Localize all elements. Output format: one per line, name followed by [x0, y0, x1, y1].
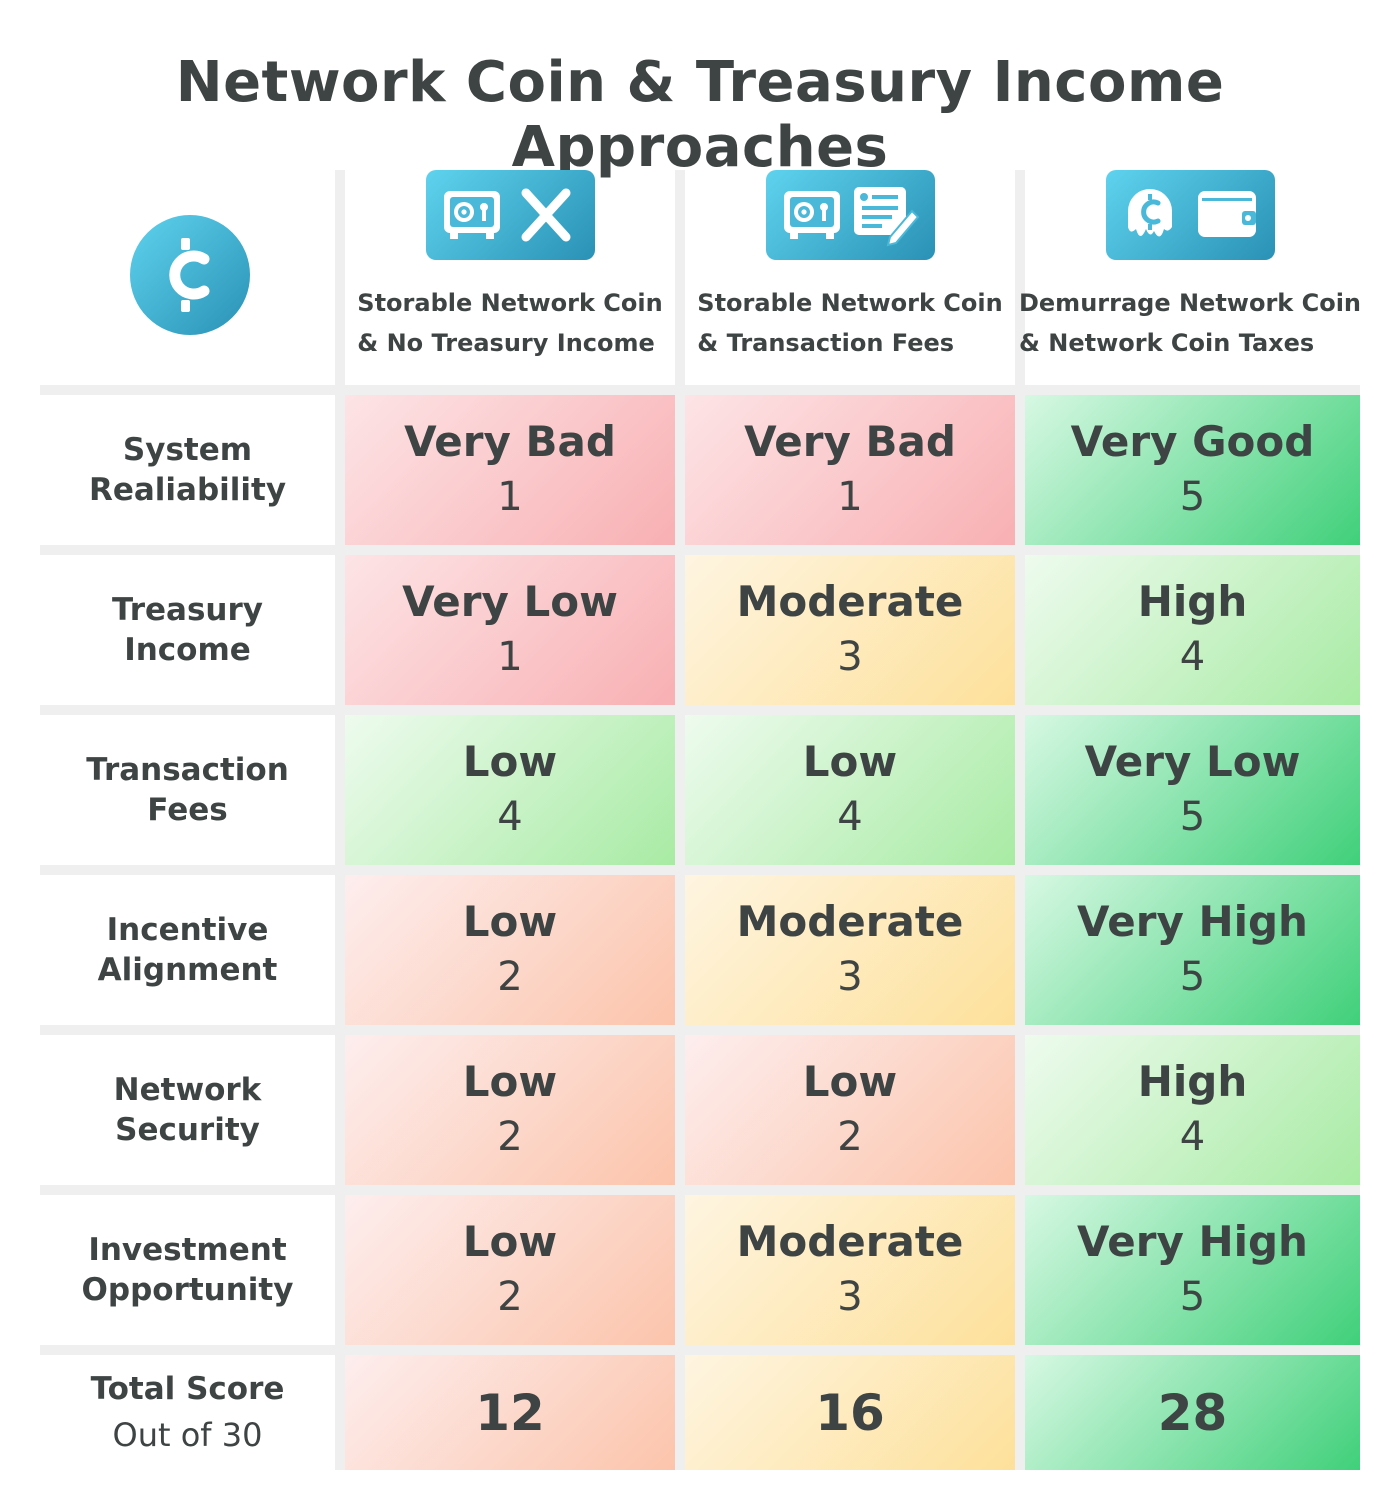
table-cell: High 4	[1025, 1035, 1360, 1185]
row-divider	[40, 1025, 1360, 1035]
table-cell: Low 2	[345, 875, 675, 1025]
column-header-storable-no-income: Storable Network Coin & No Treasury Inco…	[345, 170, 675, 385]
row-divider	[40, 385, 1360, 395]
table-cell: Very Bad 1	[345, 395, 675, 545]
column-header-label: Storable Network Coin & No Treasury Inco…	[357, 289, 663, 357]
row-divider	[40, 545, 1360, 555]
table-cell: Low 4	[685, 715, 1015, 865]
row-label-network-security: Network Security	[113, 1071, 262, 1148]
row-divider	[40, 1185, 1360, 1195]
row-label-system-reliability: System Realiability	[88, 431, 287, 508]
table-cell: Very Low 5	[1025, 715, 1360, 865]
total-score-cell: 12	[345, 1355, 675, 1470]
table-cell: High 4	[1025, 555, 1360, 705]
column-header-label: Demurrage Network Coin & Network Coin Ta…	[1018, 289, 1362, 357]
table-cell: Low 4	[345, 715, 675, 865]
row-label-investment-opportunity: Investment Opportunity	[81, 1231, 294, 1308]
total-score-cell: 28	[1025, 1355, 1360, 1470]
row-divider	[40, 1345, 1360, 1355]
row-divider	[40, 865, 1360, 875]
column-divider	[335, 170, 345, 1470]
table-cell: Moderate 3	[685, 875, 1015, 1025]
table-cell: Very High 5	[1025, 875, 1360, 1025]
column-divider	[675, 170, 685, 1470]
table-cell: Low 2	[685, 1035, 1015, 1185]
table-cell: Moderate 3	[685, 555, 1015, 705]
table-cell: Low 2	[345, 1195, 675, 1345]
table-cell: Very High 5	[1025, 1195, 1360, 1345]
table-cell: Very Good 5	[1025, 395, 1360, 545]
row-label-treasury-income: Treasury Income	[112, 591, 263, 668]
column-header-storable-fees: Storable Network Coin & Transaction Fees	[685, 170, 1015, 385]
row-label-transaction-fees: Transaction Fees	[86, 751, 289, 828]
table-cell: Very Low 1	[345, 555, 675, 705]
row-divider	[40, 705, 1360, 715]
column-divider	[1015, 170, 1025, 1470]
melting-coin-and-wallet-icon	[1105, 170, 1275, 260]
table-cell: Very Bad 1	[685, 395, 1015, 545]
coin-icon	[130, 215, 250, 335]
column-header-demurrage-taxes: Demurrage Network Coin & Network Coin Ta…	[1019, 170, 1361, 385]
row-label-total-score: Total Score Out of 30	[90, 1370, 285, 1454]
column-header-label: Storable Network Coin & Transaction Fees	[697, 289, 1003, 357]
page-title: Network Coin & Treasury Income Approache…	[175, 50, 1225, 180]
vault-and-invoice-icon	[765, 170, 935, 260]
vault-and-x-icon	[425, 170, 595, 260]
row-label-incentive-alignment: Incentive Alignment	[97, 911, 278, 988]
total-score-cell: 16	[685, 1355, 1015, 1470]
table-cell: Moderate 3	[685, 1195, 1015, 1345]
table-cell: Low 2	[345, 1035, 675, 1185]
